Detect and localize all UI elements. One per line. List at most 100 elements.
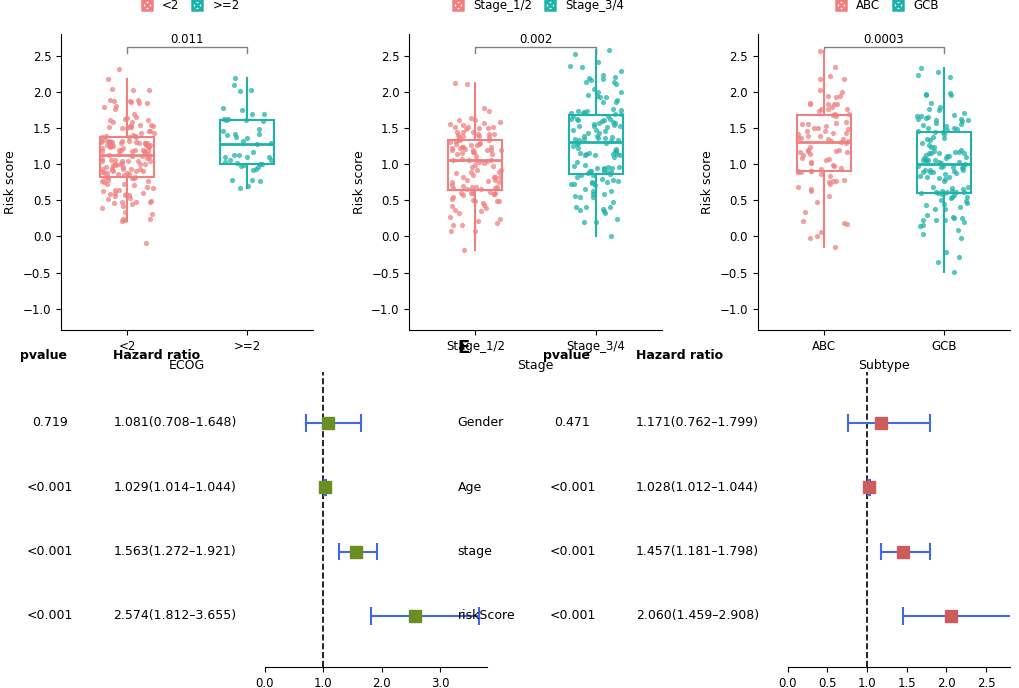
Point (142, 213, 158, 224)
Point (94, 203, 110, 214)
Point (792, 147, 808, 158)
Point (101, 122, 117, 133)
Point (570, 142, 586, 153)
Point (612, 86, 629, 97)
Point (824, 128, 841, 139)
Point (947, 186, 963, 197)
Point (124, 172, 141, 183)
Point (565, 124, 581, 135)
Point (932, 195, 949, 206)
Point (909, 160, 925, 171)
Point (930, 147, 947, 158)
Point (569, 138, 585, 149)
Point (826, 61, 843, 72)
Point (484, 161, 500, 172)
Point (472, 138, 488, 149)
Point (110, 144, 126, 155)
Point (444, 182, 461, 193)
Point (442, 137, 459, 148)
Point (130, 94, 147, 105)
Point (585, 189, 601, 200)
Legend: Stage_1/2, Stage_3/4: Stage_1/2, Stage_3/4 (441, 0, 629, 17)
Point (935, 173, 952, 184)
Point (801, 97, 817, 108)
Point (943, 191, 959, 202)
Point (587, 217, 603, 228)
Point (105, 159, 121, 170)
Point (101, 137, 117, 148)
Point (917, 90, 933, 101)
Point (954, 162, 970, 173)
Point (942, 90, 958, 101)
Point (569, 114, 585, 125)
Point (133, 151, 150, 162)
Point (125, 109, 142, 120)
Point (827, 99, 844, 110)
Point (93, 136, 109, 147)
Point (122, 193, 139, 204)
Point (577, 160, 593, 171)
Point (448, 149, 465, 160)
Point (933, 127, 950, 138)
Point (446, 204, 463, 215)
Point (812, 226, 828, 237)
Point (140, 149, 156, 160)
Point (126, 145, 143, 156)
Point (139, 182, 155, 193)
Point (101, 149, 117, 160)
Point (448, 127, 465, 138)
Point (929, 257, 946, 268)
Point (465, 169, 481, 180)
Point (139, 153, 155, 164)
Point (252, 175, 268, 186)
Point (137, 159, 153, 170)
Point (94, 175, 110, 186)
Point (935, 169, 952, 180)
Point (146, 127, 162, 138)
Text: <0.001: <0.001 (26, 545, 72, 558)
Point (937, 186, 954, 197)
Point (593, 173, 609, 184)
Point (95, 186, 111, 197)
Point (469, 215, 485, 226)
Point (481, 186, 497, 197)
Point (132, 128, 149, 139)
Point (572, 205, 588, 216)
Point (108, 100, 124, 111)
Point (577, 201, 593, 212)
Point (605, 77, 622, 88)
Text: Age: Age (458, 481, 481, 494)
Point (454, 180, 471, 191)
Legend: <2, >=2: <2, >=2 (130, 0, 245, 17)
Point (936, 153, 953, 164)
Point (601, 202, 618, 213)
Point (602, 166, 619, 178)
Point (123, 149, 140, 160)
Text: riskScore: riskScore (458, 610, 515, 623)
Point (485, 128, 501, 139)
Point (442, 226, 459, 237)
Point (954, 183, 970, 194)
Point (230, 149, 247, 160)
Point (227, 128, 244, 139)
Point (954, 164, 970, 175)
Point (122, 96, 139, 107)
Point (475, 198, 491, 209)
Point (935, 204, 952, 215)
Legend: ABC, GCB: ABC, GCB (823, 0, 943, 17)
Point (930, 105, 947, 116)
Point (801, 233, 817, 244)
Point (571, 121, 587, 132)
Point (143, 120, 159, 131)
Point (789, 129, 805, 140)
Point (802, 165, 818, 176)
Point (479, 176, 495, 187)
Point (142, 156, 158, 167)
Point (581, 166, 597, 177)
Point (127, 130, 144, 141)
Point (941, 172, 957, 183)
Point (102, 141, 118, 152)
Point (465, 188, 481, 199)
Point (486, 175, 502, 186)
Point (576, 130, 592, 141)
